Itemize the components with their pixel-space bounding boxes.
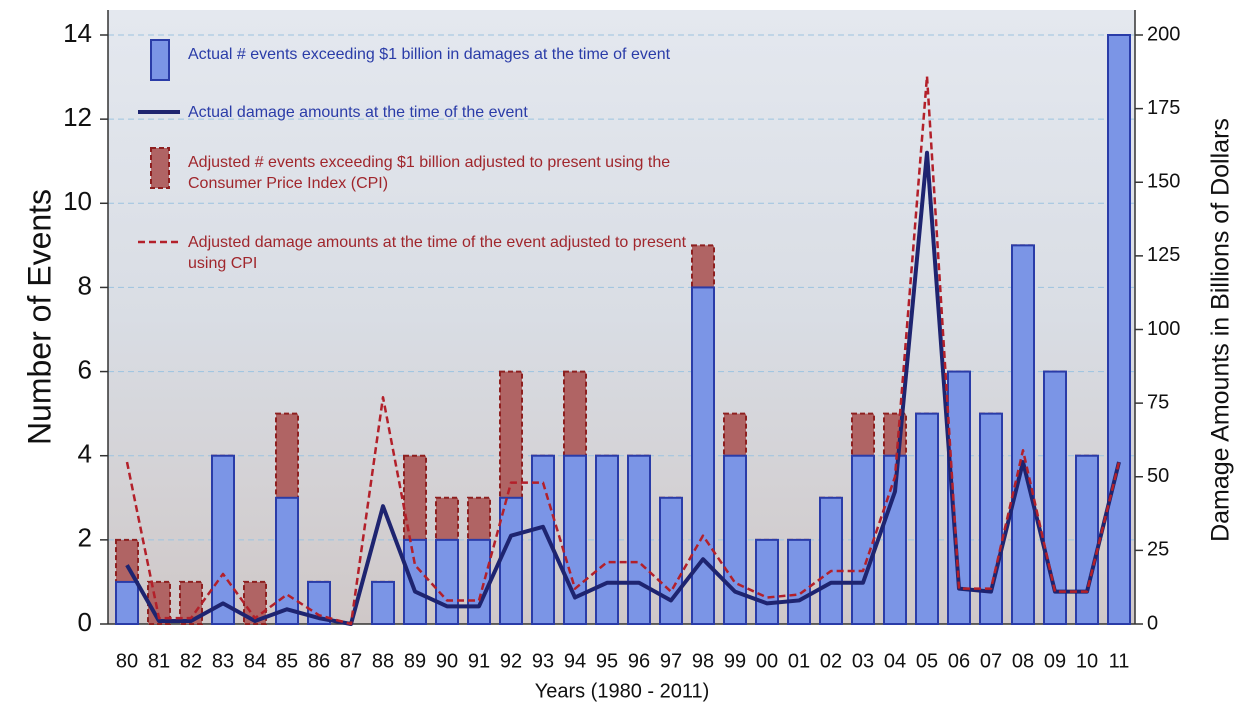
bar <box>819 496 843 625</box>
legend-label: Actual # events exceeding $1 billion in … <box>188 46 671 63</box>
x-tick-label: 85 <box>276 650 298 672</box>
y2-tick-label: 200 <box>1147 23 1180 45</box>
legend-label: Adjusted damage amounts at the time of t… <box>188 234 687 272</box>
bar <box>659 496 683 625</box>
y-axis-title: Number of Events <box>21 189 57 445</box>
line <box>125 74 1121 626</box>
y-tick-label: 0 <box>78 607 92 637</box>
bar <box>1043 370 1067 626</box>
x-tick-label: 82 <box>180 650 202 672</box>
bar <box>755 538 779 625</box>
y-tick-label: 6 <box>78 354 92 384</box>
y2-axis-title: Damage Amounts in Billions of Dollars <box>1207 118 1235 542</box>
bar <box>115 580 139 626</box>
x-tick-label: 02 <box>820 650 842 672</box>
x-tick-label: 88 <box>372 650 394 672</box>
bar <box>851 454 875 626</box>
bar <box>1107 34 1131 625</box>
x-tick-label: 94 <box>564 650 586 672</box>
x-tick-label: 91 <box>468 650 490 672</box>
x-tick-label: 11 <box>1109 650 1130 672</box>
x-tick-label: 08 <box>1012 650 1034 672</box>
y2-tick-label: 125 <box>1147 244 1180 266</box>
x-tick-label: 93 <box>532 650 554 672</box>
x-tick-label: 99 <box>724 650 746 672</box>
x-tick-label: 83 <box>212 650 234 672</box>
bar <box>307 580 331 626</box>
y2-tick-label: 75 <box>1147 391 1169 413</box>
y-tick-label: 4 <box>78 439 92 469</box>
legend-label: Actual damage amounts at the time of the… <box>188 104 528 121</box>
legend-swatch <box>150 147 170 189</box>
x-tick-label: 06 <box>948 650 970 672</box>
x-tick-label: 07 <box>980 650 1002 672</box>
bar <box>1075 454 1099 626</box>
x-tick-label: 01 <box>788 650 810 672</box>
bar <box>499 496 523 625</box>
bar <box>883 454 907 626</box>
bar <box>371 580 395 626</box>
bar <box>627 454 651 626</box>
bar <box>1011 244 1035 625</box>
y2-tick-label: 175 <box>1147 97 1180 119</box>
x-tick-label: 95 <box>596 650 618 672</box>
y-tick-label: 14 <box>63 18 92 48</box>
bar <box>435 538 459 625</box>
y-tick-label: 12 <box>63 102 92 132</box>
y-tick-label: 2 <box>78 523 92 553</box>
bar <box>947 370 971 626</box>
x-tick-label: 10 <box>1076 650 1098 672</box>
x-tick-label: 05 <box>916 650 938 672</box>
x-tick-label: 03 <box>852 650 874 672</box>
x-tick-label: 80 <box>116 650 138 672</box>
x-axis-title: Years (1980 - 2011) <box>535 680 710 702</box>
y2-tick-label: 150 <box>1147 171 1180 193</box>
x-tick-label: 86 <box>308 650 330 672</box>
legend-label: Adjusted # events exceeding $1 billion a… <box>188 154 671 192</box>
y2-tick-label: 50 <box>1147 465 1169 487</box>
y2-tick-label: 100 <box>1147 318 1180 340</box>
x-tick-label: 89 <box>404 650 426 672</box>
x-tick-label: 98 <box>692 650 714 672</box>
legend-swatch <box>150 39 170 81</box>
x-tick-label: 84 <box>244 650 266 672</box>
x-tick-label: 90 <box>436 650 458 672</box>
bar <box>467 538 491 625</box>
y2-tick-label: 25 <box>1147 539 1169 561</box>
bar <box>691 286 715 625</box>
y-tick-label: 8 <box>78 270 92 300</box>
bar <box>211 454 235 626</box>
bar <box>723 454 747 626</box>
bar <box>403 538 427 625</box>
x-tick-label: 92 <box>500 650 522 672</box>
bar <box>595 454 619 626</box>
x-tick-label: 04 <box>884 650 906 672</box>
x-tick-label: 00 <box>756 650 778 672</box>
bar <box>787 538 811 625</box>
y-tick-label: 10 <box>63 186 92 216</box>
bar <box>275 496 299 625</box>
x-tick-label: 96 <box>628 650 650 672</box>
x-tick-label: 87 <box>340 650 362 672</box>
y2-tick-label: 0 <box>1147 612 1158 634</box>
x-tick-label: 81 <box>148 650 170 672</box>
x-tick-label: 09 <box>1044 650 1066 672</box>
bar <box>915 412 939 625</box>
x-tick-label: 97 <box>660 650 682 672</box>
